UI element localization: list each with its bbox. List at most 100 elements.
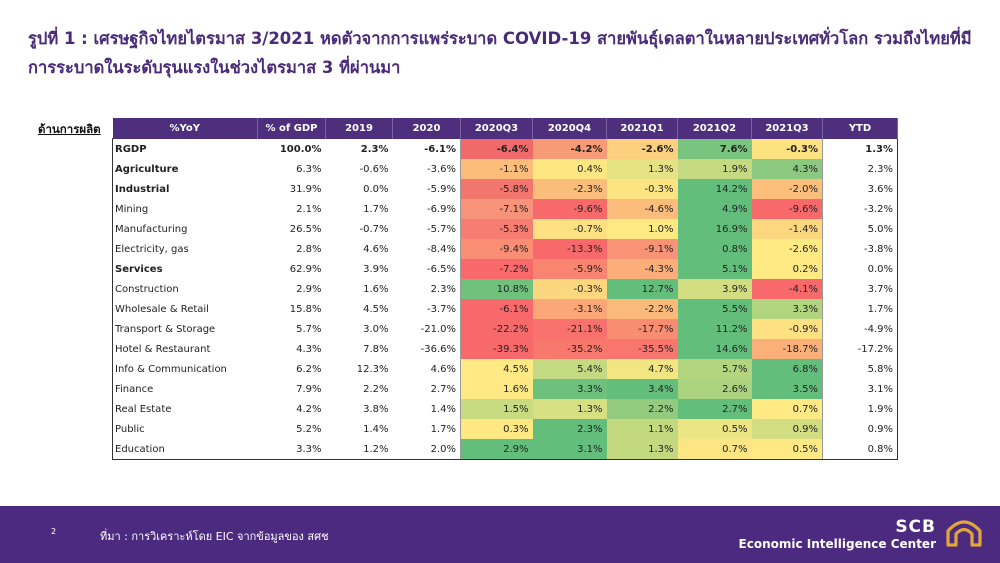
table-cell: -9.6%: [532, 199, 607, 219]
table-cell: -13.3%: [532, 239, 607, 259]
table-cell: 0.0%: [363, 183, 389, 195]
table-cell: 2.7%: [392, 379, 461, 399]
table-cell: 6.8%: [751, 359, 823, 379]
table-cell: 2.1%: [296, 203, 322, 215]
table-cell: -1.4%: [751, 219, 823, 239]
table-row: Manufacturing 26.5% -0.7% -5.7% -5.3% -0.7% 1.…: [112, 219, 898, 239]
table-cell: 1.1%: [606, 419, 678, 439]
table-cell: 2.7%: [677, 399, 752, 419]
table-cell: -35.5%: [606, 339, 678, 359]
table-row: Industrial 31.9% 0.0% -5.9% -5.8% -2.3% -0.3% 1…: [112, 179, 898, 199]
table-cell: 1.3%: [822, 138, 898, 159]
table-cell: 0.3%: [460, 419, 533, 439]
table-cell: 0.8%: [677, 239, 752, 259]
table-cell: 3.0%: [363, 323, 389, 335]
table-cell: -4.1%: [751, 279, 823, 299]
table-cell: -1.1%: [460, 159, 533, 179]
table-cell: 0.4%: [532, 159, 607, 179]
table-cell: 3.8%: [363, 403, 389, 415]
table-cell: 5.7%: [677, 359, 752, 379]
table-cell: 4.2%: [296, 403, 322, 415]
table-cell: -0.3%: [606, 179, 678, 199]
table-cell: -9.1%: [606, 239, 678, 259]
header-cell: 2019: [325, 118, 393, 139]
table-cell: 15.8%: [289, 303, 322, 315]
table-cell: -6.9%: [392, 199, 461, 219]
table-cell: -0.3%: [751, 138, 823, 159]
table-cell: 12.7%: [606, 279, 678, 299]
table-cell: -9.4%: [460, 239, 533, 259]
table-cell: -5.9%: [532, 259, 607, 279]
table-cell: 3.1%: [532, 439, 607, 460]
brand-block: SCB Economic Intelligence Center: [739, 518, 936, 552]
page-number: 2: [51, 527, 57, 536]
table-cell: -5.3%: [460, 219, 533, 239]
row-label: Agriculture: [112, 159, 258, 179]
table-cell: 4.5%: [363, 303, 389, 315]
header-cell: 2020Q3: [460, 118, 533, 139]
table-row: Info & Communication 6.2% 12.3% 4.6% 4.5% 5.4…: [112, 359, 898, 379]
header-cell: 2021Q3: [751, 118, 823, 139]
scb-arch-logo-icon: [946, 520, 982, 547]
table-cell: 3.7%: [822, 279, 898, 299]
table-cell: -5.8%: [460, 179, 533, 199]
table-cell: 62.9%: [289, 263, 322, 275]
table-cell: 4.6%: [363, 243, 389, 255]
table-cell: -0.3%: [532, 279, 607, 299]
table-cell: 2.3%: [392, 279, 461, 299]
table-cell: -4.6%: [606, 199, 678, 219]
brand-subtitle: Economic Intelligence Center: [738, 537, 936, 551]
table-cell: -9.6%: [751, 199, 823, 219]
table-cell: -4.3%: [606, 259, 678, 279]
table-cell: 2.9%: [460, 439, 533, 460]
table-cell: -3.7%: [392, 299, 461, 319]
table-cell: 4.3%: [296, 343, 322, 355]
table-cell: 1.3%: [532, 399, 607, 419]
table-row: Hotel & Restaurant 4.3% 7.8% -36.6% -39.3% -3…: [112, 339, 898, 359]
table-row: Construction 2.9% 1.6% 2.3% 10.8% -0.3% 12.7% 3…: [112, 279, 898, 299]
table-cell: -3.6%: [392, 159, 461, 179]
table-cell: 3.3%: [751, 299, 823, 319]
table-row: RGDP 100.0% 2.3% -6.1% -6.4% -4.2% -2.6% 7.6% -0…: [112, 138, 898, 159]
table-cell: 1.7%: [363, 203, 389, 215]
table-cell: 0.5%: [751, 439, 823, 460]
table-cell: -0.9%: [751, 319, 823, 339]
table-cell: 1.3%: [606, 159, 678, 179]
row-label: Transport & Storage: [112, 319, 258, 339]
table-cell: 4.5%: [460, 359, 533, 379]
production-side-label: ด้านการผลิต: [38, 122, 101, 136]
table-cell: -8.4%: [392, 239, 461, 259]
table-cell: 1.2%: [325, 439, 393, 460]
header-cell: % of GDP: [257, 118, 326, 139]
table-cell: -22.2%: [460, 319, 533, 339]
table-cell: 2.2%: [606, 399, 678, 419]
table-cell: 4.6%: [392, 359, 461, 379]
table-cell: 26.5%: [289, 223, 322, 235]
table-cell: 2.9%: [296, 283, 322, 295]
table-cell: -5.9%: [392, 179, 461, 199]
table-row: Mining 2.1% 1.7% -6.9% -7.1% -9.6% -4.6% 4.9% -9…: [112, 199, 898, 219]
table-cell: -36.6%: [392, 339, 461, 359]
table-cell: -2.6%: [751, 239, 823, 259]
table-cell: 0.8%: [822, 439, 898, 460]
table-cell: 5.5%: [677, 299, 752, 319]
row-label: Education: [112, 439, 258, 460]
row-label: Electricity, gas: [112, 239, 258, 259]
row-label: Public: [112, 419, 258, 439]
table-cell: 1.9%: [822, 399, 898, 419]
table-cell: 1.3%: [606, 439, 678, 460]
table-cell: 0.7%: [677, 439, 752, 460]
table-cell: 11.2%: [677, 319, 752, 339]
table-cell: 1.7%: [822, 299, 898, 319]
row-label: Manufacturing: [112, 219, 258, 239]
row-label: Mining: [112, 199, 258, 219]
table-cell: 7.8%: [363, 343, 389, 355]
page-title: รูปที่ 1 : เศรษฐกิจไทยไตรมาส 3/2021 หดตั…: [28, 29, 972, 77]
header-cell: %YoY: [112, 118, 258, 139]
table-cell: -35.2%: [532, 339, 607, 359]
source-note: ที่มา : การวิเคราะห์โดย EIC จากข้อมูลของ…: [100, 530, 329, 543]
table-row: Public 5.2% 1.4% 1.7% 0.3% 2.3% 1.1% 0.5% 0.9% 0.…: [112, 419, 898, 439]
table-cell: 7.9%: [296, 383, 322, 395]
table-cell: 1.0%: [606, 219, 678, 239]
table-cell: -2.2%: [606, 299, 678, 319]
